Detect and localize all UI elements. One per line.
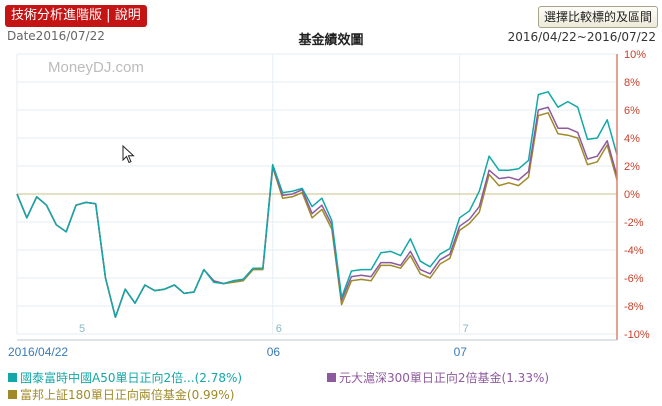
- y-tick-label: 8%: [624, 77, 640, 89]
- y-tick-label: -8%: [624, 301, 644, 313]
- legend-label: 國泰富時中國A50單日正向2倍...: [20, 371, 195, 385]
- legend-item-series1[interactable]: 國泰富時中國A50單日正向2倍...(2.78%): [8, 369, 242, 386]
- legend-label: 元大滬深300單日正向2倍基金: [339, 371, 502, 385]
- inner-month-label: 7: [463, 323, 469, 335]
- separator: |: [106, 8, 111, 23]
- legend-label: 富邦上証180單日正向兩倍基金: [20, 388, 187, 402]
- series-line-1: [16, 91, 618, 318]
- y-tick-label: 4%: [624, 133, 640, 145]
- series2-swatch-icon: [327, 373, 336, 382]
- y-tick-label: 0%: [624, 189, 640, 201]
- legend-value: (0.99%): [186, 388, 235, 402]
- mouse-pointer-icon: [122, 145, 135, 164]
- x-axis-labels: 2016/04/22 06 07: [8, 345, 467, 359]
- y-tick-label: -10%: [624, 329, 650, 341]
- series-lines: [16, 91, 618, 318]
- y-axis-ticks: 10% 8% 6% 4% 2% 0% -2% -4% -6% -8% -10%: [624, 49, 650, 341]
- watermark-text: MoneyDJ.com: [48, 59, 144, 76]
- legend-item-series3[interactable]: 富邦上証180單日正向兩倍基金(0.99%): [8, 386, 234, 403]
- legend-item-series2[interactable]: 元大滬深300單日正向2倍基金(1.33%): [327, 369, 549, 386]
- y-tick-label: -6%: [624, 273, 644, 285]
- tech-analysis-link[interactable]: 技術分析進階版: [11, 8, 103, 23]
- help-link[interactable]: 說明: [114, 8, 141, 23]
- tech-analysis-bar: 技術分析進階版 | 說明: [5, 5, 147, 27]
- inner-month-label: 5: [79, 323, 85, 335]
- select-compare-range-button[interactable]: 選擇比較標的及區間: [537, 6, 658, 28]
- x-tick-label: 07: [454, 345, 468, 359]
- y-tick-label: 2%: [624, 161, 640, 173]
- x-tick-label: 2016/04/22: [8, 345, 68, 359]
- y-tick-label: -4%: [624, 245, 644, 257]
- x-tick-label: 06: [267, 345, 281, 359]
- inner-month-label: 6: [276, 323, 282, 335]
- y-tick-label: 10%: [624, 49, 646, 61]
- date-range: 2016/04/22~2016/07/22: [507, 30, 656, 44]
- inner-month-labels: 5 6 7: [79, 323, 469, 335]
- y-tick-label: -2%: [624, 217, 644, 229]
- y-tick-label: 6%: [624, 105, 640, 117]
- series1-swatch-icon: [8, 373, 17, 382]
- legend-value: (2.78%): [194, 371, 243, 385]
- series3-swatch-icon: [8, 390, 17, 399]
- legend-value: (1.33%): [501, 371, 550, 385]
- date-label: Date2016/07/22: [7, 29, 105, 43]
- chart-title: 基金績效圖: [298, 33, 364, 48]
